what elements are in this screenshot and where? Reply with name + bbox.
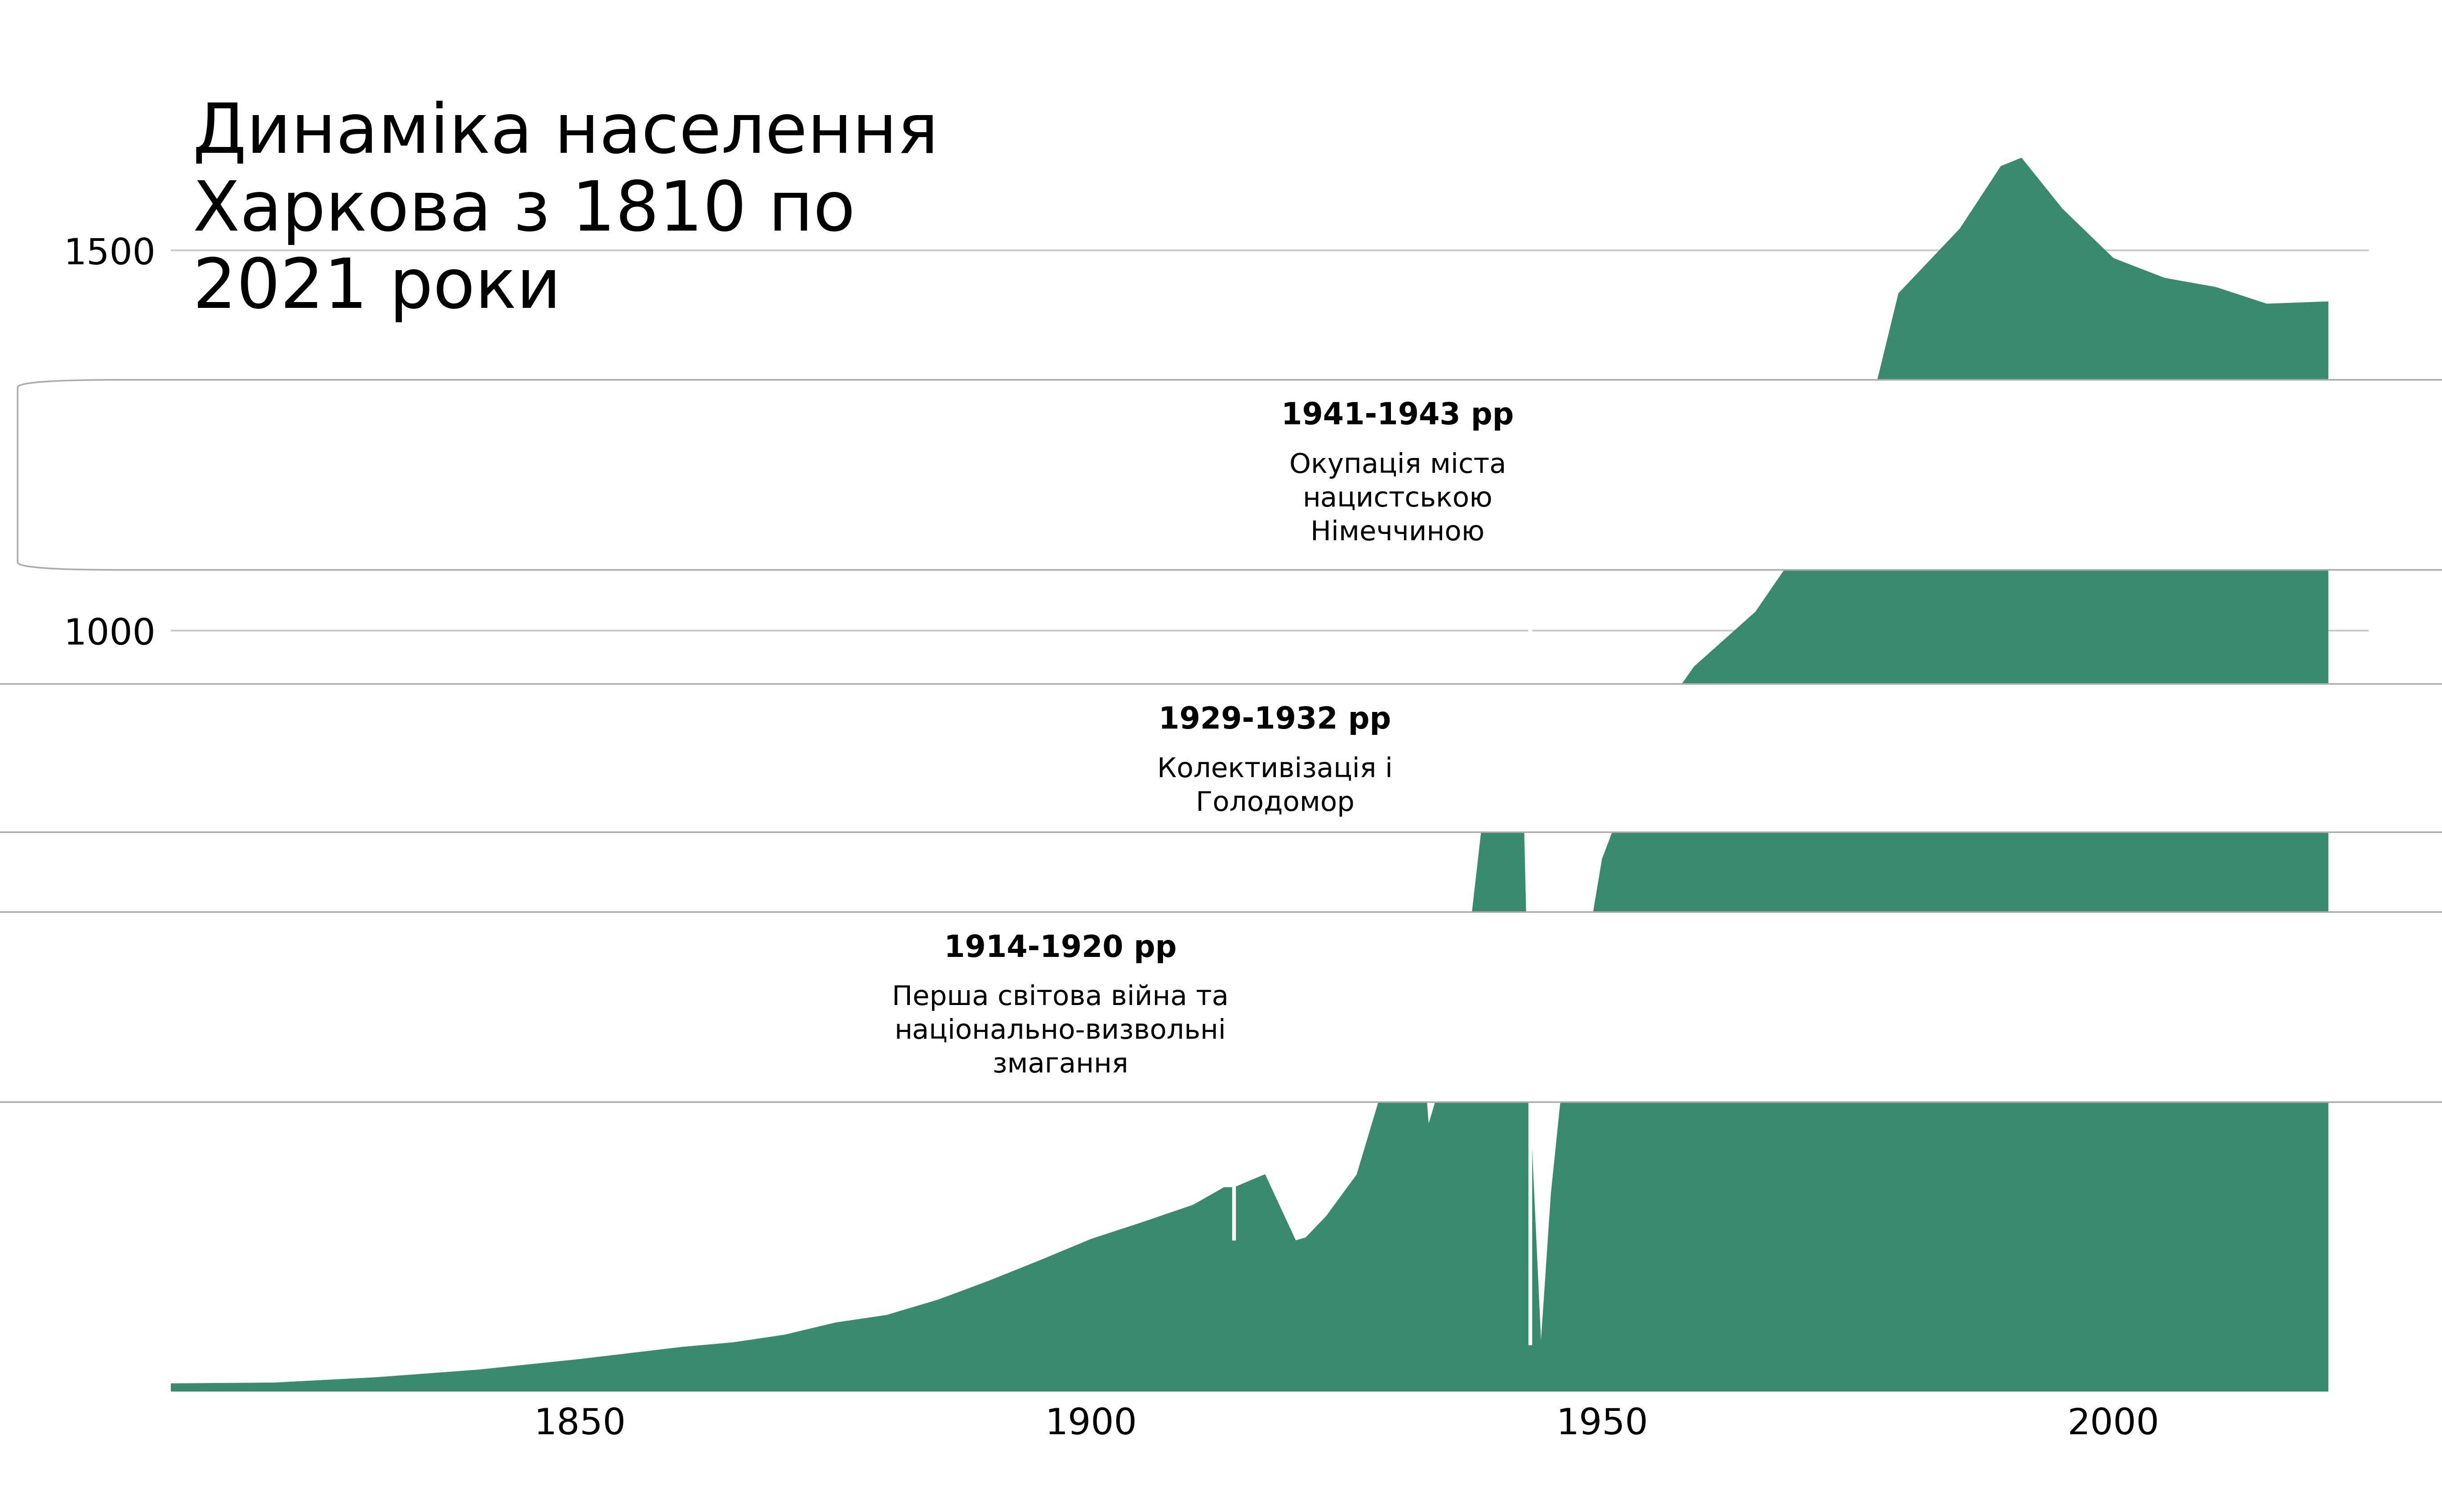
Text: Колективізація і
Голодомор: Колективізація і Голодомор	[1158, 756, 1392, 816]
FancyBboxPatch shape	[0, 683, 2442, 832]
Text: Окупація міста
нацистською
Німеччиною: Окупація міста нацистською Німеччиною	[1289, 452, 1507, 546]
Text: Перша світова війна та
національно-визвольні
змагання: Перша світова війна та національно-визво…	[891, 984, 1228, 1078]
Text: 1941-1943 рр: 1941-1943 рр	[1282, 401, 1514, 431]
Text: 1929-1932 рр: 1929-1932 рр	[1158, 705, 1392, 735]
FancyBboxPatch shape	[17, 380, 2442, 570]
FancyBboxPatch shape	[0, 912, 2442, 1102]
Text: 1914-1920 рр: 1914-1920 рр	[945, 933, 1177, 963]
Text: Динаміка населення
Харкова з 1810 по
2021 роки: Динаміка населення Харкова з 1810 по 202…	[193, 100, 938, 322]
